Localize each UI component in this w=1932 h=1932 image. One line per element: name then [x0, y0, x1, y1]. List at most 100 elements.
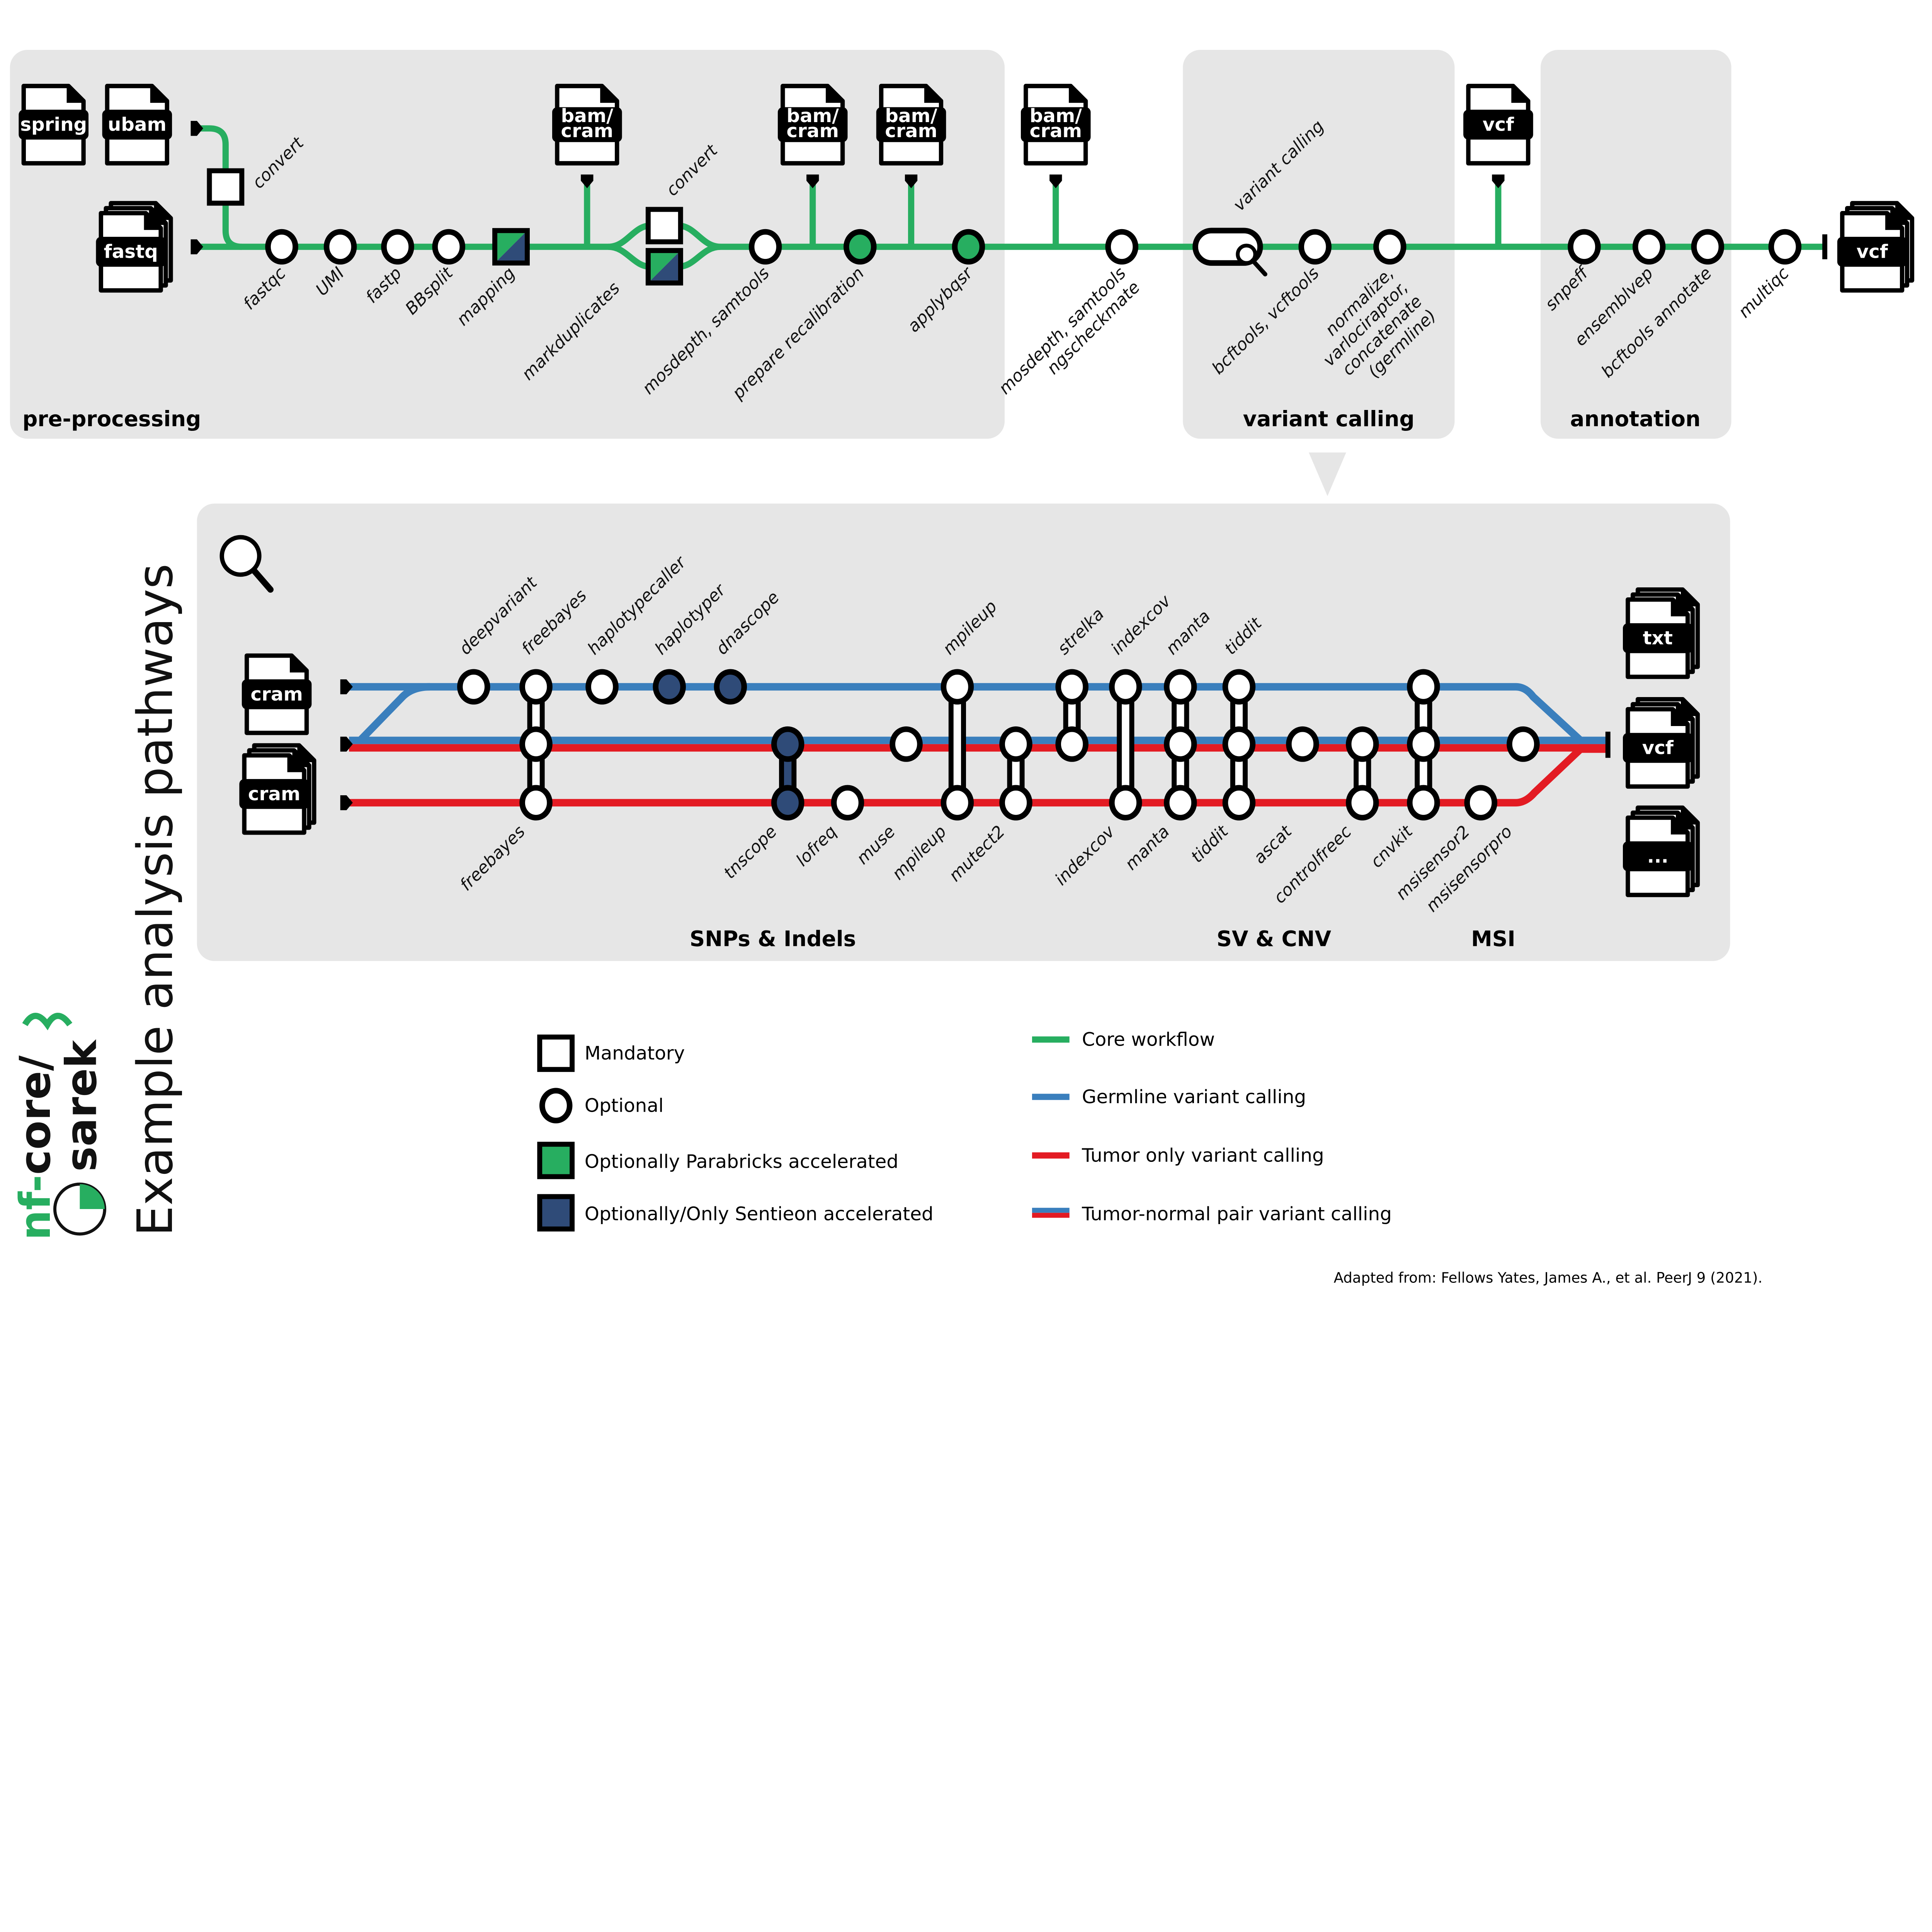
tool-node — [1346, 785, 1379, 821]
optional-circle — [1105, 229, 1138, 265]
output-marker — [1049, 174, 1062, 189]
cram-input-file-icon: cram — [242, 653, 312, 735]
optional-circle — [1055, 726, 1088, 762]
convert-node — [645, 207, 683, 245]
tool-node — [519, 726, 553, 762]
file-banner — [876, 107, 946, 142]
file-banner — [96, 236, 166, 267]
legend-node-label: Optionally/Only Sentieon accelerated — [585, 1203, 934, 1225]
tool-node — [771, 726, 804, 762]
tool-node — [1055, 669, 1088, 705]
step-node — [952, 229, 985, 265]
file-type-line: cram — [885, 120, 937, 142]
tool-node — [1164, 726, 1197, 762]
logo-prefix: nf- — [10, 1175, 60, 1240]
input-marker — [340, 795, 353, 810]
optional-circle — [940, 785, 974, 821]
variant-calling-pathway-node — [1192, 228, 1267, 277]
tool-node — [457, 669, 490, 705]
optional-circle — [519, 669, 553, 705]
section-title-sv-cnv: SV & CNV — [1217, 926, 1332, 951]
step-node — [1768, 229, 1802, 265]
file-banner — [1463, 109, 1533, 140]
optional-circle — [1407, 785, 1440, 821]
file-type-line: cram — [786, 120, 839, 142]
document-fold — [289, 655, 307, 673]
optional-circle — [1164, 669, 1197, 705]
document-fold — [1511, 86, 1528, 103]
convert-node — [207, 168, 245, 206]
file-banner — [102, 109, 172, 140]
optional-circle — [519, 726, 553, 762]
legend-node-label: Optionally Parabricks accelerated — [585, 1151, 898, 1173]
optional-circle — [748, 229, 782, 265]
document-fold — [1885, 213, 1902, 230]
optional-circle — [1222, 669, 1256, 705]
pointer-triangle — [1309, 452, 1346, 496]
file-type-line: bam/ — [561, 105, 614, 127]
square-border — [645, 248, 683, 286]
file-banner — [19, 109, 89, 140]
citation: Adapted from: Fellows Yates, James A., e… — [1334, 1269, 1763, 1286]
optional-circle — [653, 669, 686, 705]
file-banner — [1020, 107, 1091, 142]
tool-node — [1286, 726, 1319, 762]
step-node — [1568, 229, 1601, 265]
legend-line-label: Tumor only variant calling — [1082, 1145, 1324, 1166]
file-type-line: cram — [561, 120, 614, 142]
input-marker — [340, 679, 353, 694]
tool-node — [1346, 726, 1379, 762]
tool-node — [1407, 669, 1440, 705]
step-node — [265, 229, 298, 265]
file-banner — [242, 679, 312, 709]
file-type-label: bam/cram — [561, 105, 614, 142]
document-fold — [924, 86, 941, 103]
optional-circle — [1109, 669, 1142, 705]
output-file-icon: vcf — [1463, 83, 1533, 166]
optional-circle — [771, 785, 804, 821]
legend-line-label: Core workflow — [1082, 1029, 1215, 1050]
tool-node — [1222, 669, 1256, 705]
optional-circle — [432, 229, 466, 265]
optional-circle — [1109, 785, 1142, 821]
file-type-label: vcf — [1642, 737, 1674, 759]
other-output-file-icon: ... — [1622, 805, 1700, 897]
tool-node — [831, 785, 864, 821]
optional-circle — [1407, 669, 1440, 705]
step-node — [1691, 229, 1725, 265]
optional-circle — [1055, 669, 1088, 705]
tool-node — [1164, 669, 1197, 705]
end-bar — [1822, 234, 1828, 259]
file-type-label: txt — [1643, 628, 1673, 649]
legend-mandatory-icon — [537, 1034, 575, 1072]
file-banner — [1622, 733, 1693, 763]
output-marker — [806, 174, 819, 189]
step-node — [1298, 229, 1332, 265]
document-fold — [1069, 86, 1086, 103]
section-title-snps-indels: SNPs & Indels — [690, 926, 856, 951]
tool-node — [1222, 726, 1256, 762]
step-label: mosdepth, samtoolsngscheckmate — [995, 264, 1144, 412]
output-file-icon: bam/cram — [777, 83, 848, 166]
optional-circle — [1691, 229, 1725, 265]
step-node — [432, 229, 466, 265]
logo-nf-core: nf-core/ — [10, 1055, 60, 1240]
legend-sentieon-icon — [537, 1194, 575, 1232]
label-line: mosdepth, samtools — [995, 264, 1130, 398]
file-banner — [239, 779, 309, 809]
page-title: Example analysis pathways — [127, 564, 184, 1236]
step-node — [1373, 229, 1406, 265]
logo-wedge — [80, 1184, 105, 1209]
optional-circle — [844, 229, 877, 265]
tool-node — [714, 669, 747, 705]
input-marker — [340, 736, 353, 752]
step-node — [1105, 229, 1138, 265]
magnifier-icon — [219, 535, 262, 577]
optional-circle — [1222, 785, 1256, 821]
optional-circle — [323, 229, 357, 265]
optional-circle — [265, 229, 298, 265]
tool-node — [889, 726, 923, 762]
document-fold — [600, 86, 617, 103]
sentieon-half — [497, 233, 525, 261]
tumor-only-line — [349, 745, 1608, 807]
